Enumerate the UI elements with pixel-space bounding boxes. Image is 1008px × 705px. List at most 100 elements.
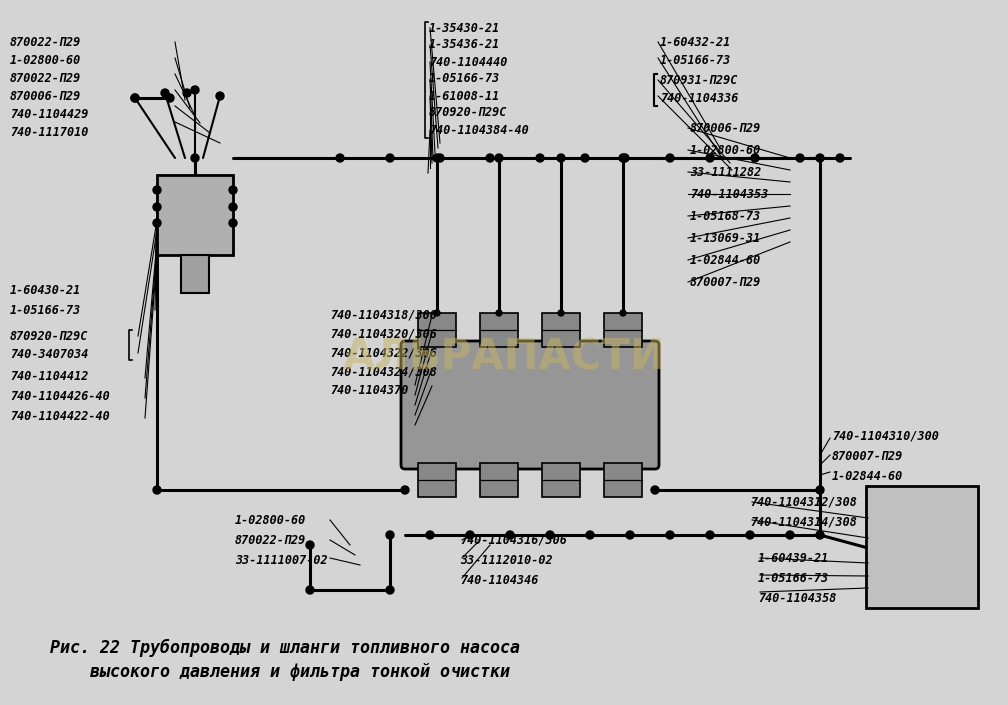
Text: 1-05166-73: 1-05166-73	[10, 303, 82, 317]
Circle shape	[306, 586, 314, 594]
Text: 1-02800-60: 1-02800-60	[10, 54, 82, 66]
Text: 33-1111007-02: 33-1111007-02	[235, 553, 328, 567]
Text: 740-1117010: 740-1117010	[10, 125, 89, 138]
Text: 870022-П29: 870022-П29	[10, 35, 82, 49]
Circle shape	[191, 86, 199, 94]
Text: 1-05168-73: 1-05168-73	[690, 209, 761, 223]
Bar	[542, 463, 580, 497]
Circle shape	[434, 310, 440, 316]
Circle shape	[153, 486, 161, 494]
Text: 1-05166-73: 1-05166-73	[758, 572, 830, 584]
Circle shape	[557, 154, 565, 162]
Text: 740-1104320/306: 740-1104320/306	[330, 328, 436, 341]
Text: 33-1111282: 33-1111282	[690, 166, 761, 178]
Text: 870006-П29: 870006-П29	[10, 90, 82, 102]
Circle shape	[706, 154, 714, 162]
Text: 740-1104316/306: 740-1104316/306	[460, 534, 566, 546]
Circle shape	[131, 94, 139, 102]
Circle shape	[666, 154, 674, 162]
Text: 1-60439-21: 1-60439-21	[758, 551, 830, 565]
Circle shape	[386, 154, 394, 162]
Circle shape	[796, 154, 804, 162]
Circle shape	[153, 203, 161, 211]
Text: 33-1112010-02: 33-1112010-02	[460, 553, 552, 567]
Text: 870931-П29С: 870931-П29С	[660, 73, 739, 87]
Text: 1-61008-11: 1-61008-11	[429, 90, 500, 102]
Bar	[542, 313, 580, 347]
Text: 870920-П29С: 870920-П29С	[429, 106, 507, 120]
Circle shape	[816, 486, 824, 494]
Circle shape	[433, 154, 442, 162]
Text: 740-1104346: 740-1104346	[460, 573, 538, 587]
Text: 740-3407034: 740-3407034	[10, 348, 89, 360]
Circle shape	[886, 578, 894, 586]
Circle shape	[161, 89, 169, 97]
Text: 1-35430-21: 1-35430-21	[429, 21, 500, 35]
Bar	[480, 313, 518, 347]
Text: Рис. 22 Трубопроводы и шланги топливного насоса: Рис. 22 Трубопроводы и шланги топливного…	[50, 639, 520, 657]
Circle shape	[936, 578, 944, 586]
Circle shape	[546, 531, 554, 539]
Text: 870022-П29: 870022-П29	[235, 534, 306, 546]
Text: 740-1104426-40: 740-1104426-40	[10, 389, 110, 403]
Text: 870007-П29: 870007-П29	[832, 450, 903, 462]
Text: 740-1104412: 740-1104412	[10, 369, 89, 383]
Circle shape	[401, 486, 409, 494]
Circle shape	[619, 154, 627, 162]
Circle shape	[466, 531, 474, 539]
Circle shape	[229, 219, 237, 227]
Text: 740-1104429: 740-1104429	[10, 107, 89, 121]
Text: 740-1104314/308: 740-1104314/308	[750, 515, 857, 529]
Bar	[418, 463, 456, 497]
Bar	[181, 255, 209, 293]
Circle shape	[706, 531, 714, 539]
Bar	[604, 313, 642, 347]
Text: 870022-П29: 870022-П29	[10, 71, 82, 85]
Circle shape	[306, 541, 314, 549]
Circle shape	[229, 186, 237, 194]
Circle shape	[506, 531, 514, 539]
Circle shape	[153, 186, 161, 194]
Circle shape	[586, 531, 594, 539]
Text: 1-35436-21: 1-35436-21	[429, 39, 500, 51]
Text: 740-1104336: 740-1104336	[660, 92, 739, 104]
Text: 740-1104312/308: 740-1104312/308	[750, 496, 857, 508]
Circle shape	[886, 506, 894, 514]
Bar	[157, 175, 233, 255]
Circle shape	[816, 531, 824, 539]
Circle shape	[183, 89, 191, 97]
Circle shape	[166, 94, 174, 102]
Circle shape	[621, 154, 629, 162]
Circle shape	[651, 486, 659, 494]
Circle shape	[486, 154, 494, 162]
Circle shape	[191, 154, 199, 162]
Circle shape	[836, 154, 844, 162]
Text: 870920-П29С: 870920-П29С	[10, 329, 89, 343]
Circle shape	[496, 310, 502, 316]
Text: 870006-П29: 870006-П29	[690, 121, 761, 135]
Circle shape	[536, 154, 544, 162]
Circle shape	[131, 94, 139, 102]
Text: 1-02844-60: 1-02844-60	[832, 470, 903, 482]
Text: 870007-П29: 870007-П29	[690, 276, 761, 288]
Text: 740-1104358: 740-1104358	[758, 591, 837, 604]
Circle shape	[666, 531, 674, 539]
Circle shape	[786, 531, 794, 539]
Circle shape	[386, 586, 394, 594]
Text: 740-1104324/308: 740-1104324/308	[330, 365, 436, 379]
Circle shape	[581, 154, 589, 162]
Text: 1-60432-21: 1-60432-21	[660, 35, 731, 49]
Text: АЛЬРАПАСТИ: АЛЬРАПАСТИ	[343, 337, 665, 379]
Text: 1-60430-21: 1-60430-21	[10, 283, 82, 297]
Circle shape	[886, 542, 894, 550]
FancyBboxPatch shape	[866, 486, 978, 608]
Text: 740-1104318/300: 740-1104318/300	[330, 309, 436, 321]
Text: 1-02800-60: 1-02800-60	[690, 144, 761, 157]
Circle shape	[436, 154, 444, 162]
Circle shape	[620, 310, 626, 316]
Circle shape	[216, 92, 224, 100]
Text: 740-1104422-40: 740-1104422-40	[10, 410, 110, 422]
Text: 740-1104353: 740-1104353	[690, 188, 768, 200]
Circle shape	[626, 531, 634, 539]
Text: 740-1104370: 740-1104370	[330, 384, 408, 398]
